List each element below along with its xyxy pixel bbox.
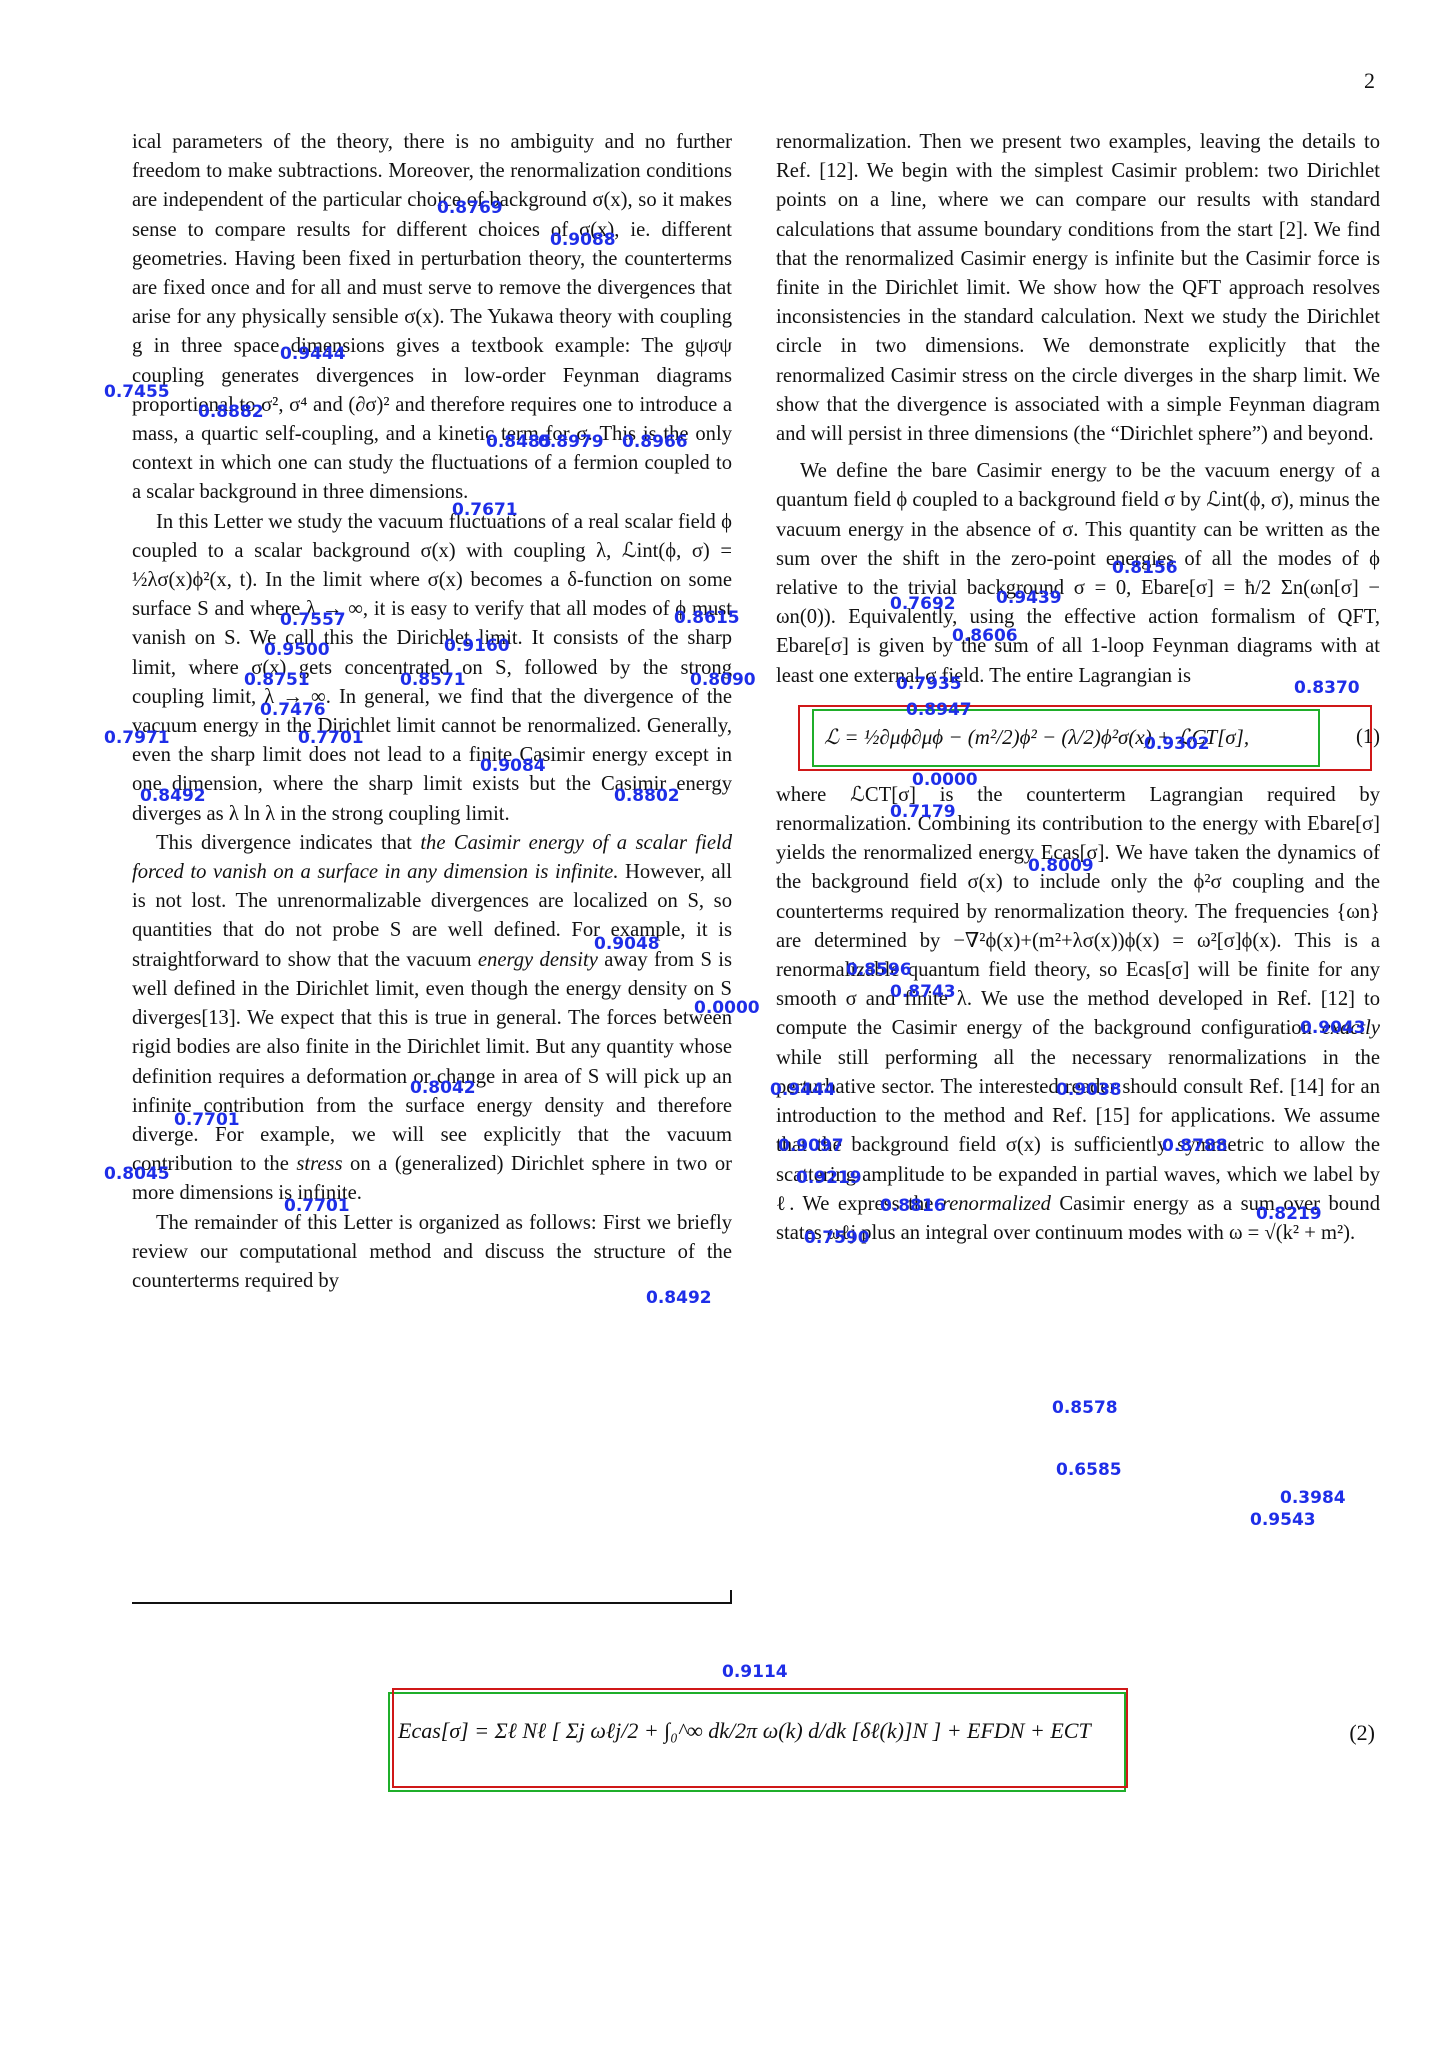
equation-2-number: (2) (1349, 1720, 1375, 1745)
equation-1-detect-box (798, 704, 1372, 771)
right-paragraph-2: We define the bare Casimir energy to be … (776, 460, 1380, 687)
equation-2-formula: Ecas[σ] = Σℓ Nℓ [ Σj ωℓj/2 + ∫₀^∞ dk/2π … (398, 1718, 1091, 1743)
right-column: renormalization. Then we present two exa… (776, 128, 1380, 1248)
equation-2-detect-box: Ecas[σ] = Σℓ Nℓ [ Σj ωℓj/2 + ∫₀^∞ dk/2π … (392, 1688, 1128, 1788)
score-label: 0.3984 (1280, 1488, 1346, 1508)
right-paragraph-3: where ℒCT[σ] is the counterterm Lagrangi… (776, 783, 1380, 1244)
page-number: 2 (1364, 68, 1375, 93)
left-paragraph-3: This divergence indicates that the Casim… (132, 831, 732, 1205)
score-label: 0.6585 (1056, 1460, 1122, 1480)
equation-2-detect-box-alt (388, 1692, 1126, 1792)
equation-1-number: (1) (1355, 725, 1380, 748)
footnote-rule (132, 1590, 732, 1604)
left-paragraph-2: In this Letter we study the vacuum fluct… (132, 510, 732, 825)
score-label: 0.8578 (1052, 1398, 1118, 1418)
left-column: ical parameters of the theory, there is … (132, 128, 732, 1296)
left-paragraph-4: The remainder of this Letter is organize… (132, 1211, 732, 1292)
equation-1-detect-box-alt (812, 708, 1320, 767)
equation-1: ℒ = ½∂μϕ∂μϕ − (m²/2)ϕ² − (λ/2)ϕ²σ(x) + ℒ… (776, 704, 1380, 771)
left-paragraph-1: ical parameters of the theory, there is … (132, 131, 732, 504)
equation-1-formula: ℒ = ½∂μϕ∂μϕ − (m²/2)ϕ² − (λ/2)ϕ²σ(x) + ℒ… (824, 724, 1250, 749)
score-label: 0.9114 (722, 1662, 788, 1682)
score-label: 0.9543 (1250, 1510, 1316, 1530)
right-paragraph-1: renormalization. Then we present two exa… (776, 131, 1380, 446)
